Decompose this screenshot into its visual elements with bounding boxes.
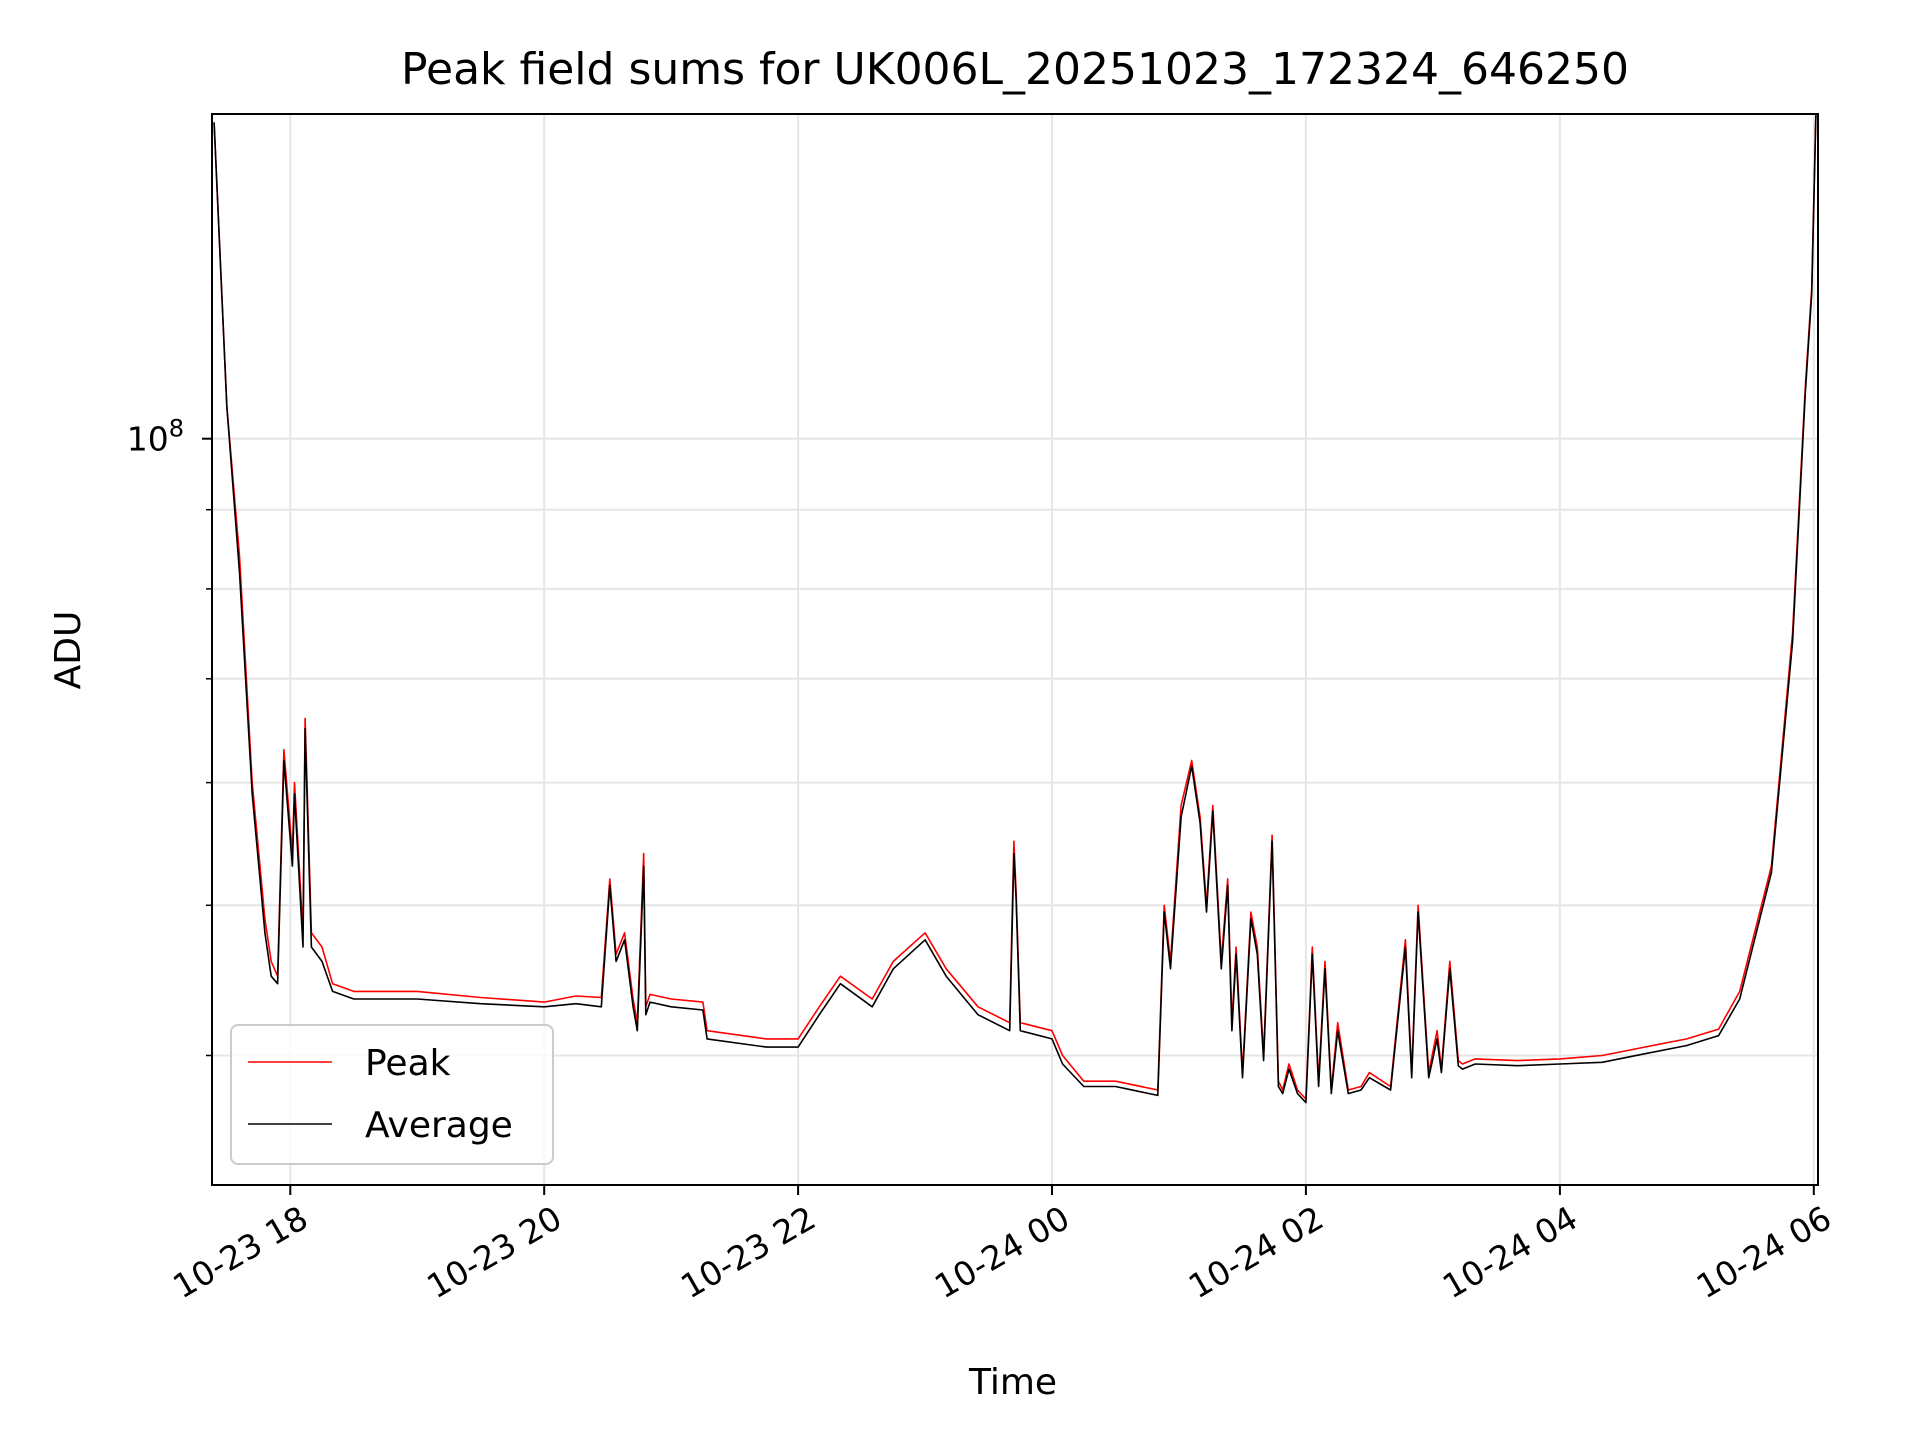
series-layer bbox=[213, 114, 1817, 1104]
series-line-average bbox=[213, 114, 1817, 1104]
y-axis-label: ADU bbox=[48, 611, 89, 690]
chart-title: Peak field sums for UK006L_20251023_1723… bbox=[401, 44, 1629, 95]
legend-label-average: Average bbox=[365, 1105, 513, 1146]
y-tick-label: 108 bbox=[127, 415, 184, 459]
legend-label-peak: Peak bbox=[365, 1043, 451, 1084]
x-axis-label: Time bbox=[968, 1362, 1057, 1403]
legend: Peak Average bbox=[230, 1024, 554, 1165]
plot-frame bbox=[211, 113, 1819, 1186]
y-axis-ticks: 108 bbox=[127, 415, 212, 1057]
legend-box bbox=[230, 1024, 554, 1165]
